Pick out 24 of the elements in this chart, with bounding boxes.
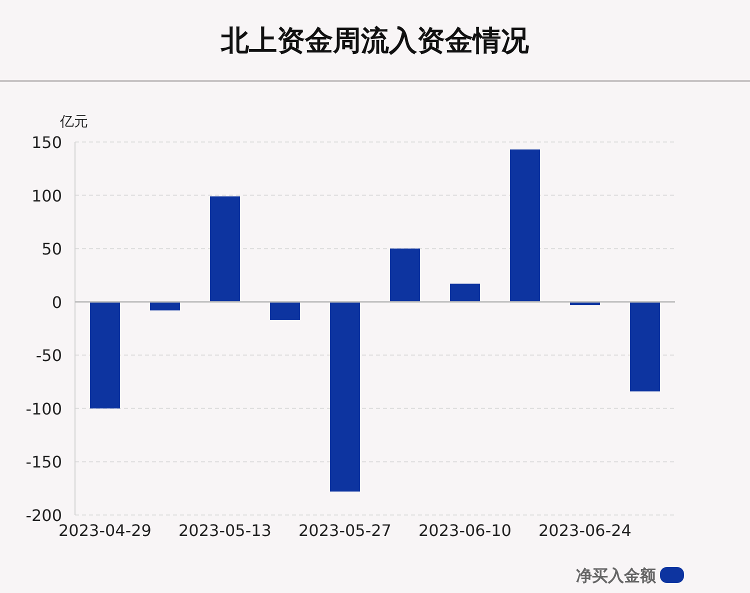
bar <box>450 284 480 302</box>
y-tick-label: 150 <box>31 133 62 152</box>
bar <box>270 302 300 320</box>
y-tick-label: 100 <box>31 186 62 206</box>
x-tick-label: 2023-06-10 <box>418 521 512 540</box>
y-tick-label: 50 <box>42 240 62 259</box>
x-tick-label: 2023-06-24 <box>538 521 632 540</box>
y-tick-label: -100 <box>26 399 62 418</box>
bar <box>330 302 360 492</box>
legend: 净买入金额 <box>576 566 684 585</box>
x-tick-label: 2023-05-13 <box>178 521 272 540</box>
bar <box>150 302 180 310</box>
y-tick-label: 0 <box>52 292 62 312</box>
y-tick-label: -150 <box>26 452 62 472</box>
y-axis-title: 亿元 <box>59 114 88 130</box>
bar <box>510 149 540 302</box>
legend-label: 净买入金额 <box>576 566 657 585</box>
bar <box>90 302 120 408</box>
y-tick-label: -50 <box>36 346 62 366</box>
x-tick-label: 2023-05-27 <box>298 521 392 540</box>
chart-title: 北上资金周流入资金情况 <box>220 24 530 57</box>
bar <box>390 248 420 302</box>
bar <box>630 302 660 392</box>
bar <box>210 196 240 302</box>
